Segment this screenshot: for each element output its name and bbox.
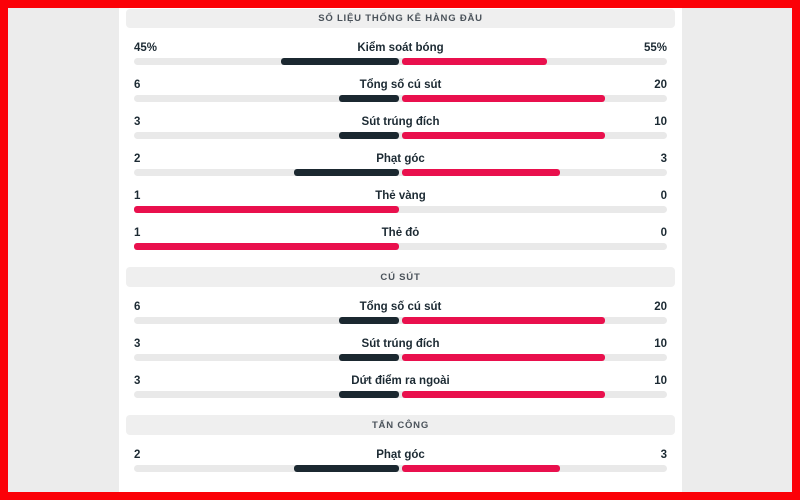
stat-bar-track — [134, 132, 667, 139]
left-team-bar — [134, 206, 399, 213]
left-team-value: 6 — [134, 301, 141, 313]
right-team-bar — [402, 58, 548, 65]
left-team-value: 2 — [134, 449, 141, 461]
stat-line: 2 Phạt góc 3 — [134, 152, 667, 165]
left-team-bar — [339, 132, 399, 139]
left-team-value: 45% — [134, 42, 158, 54]
stat-bar-track — [134, 206, 667, 213]
right-team-value: 10 — [654, 338, 667, 350]
left-team-bar — [280, 58, 399, 65]
section-title: TẤN CÔNG — [371, 419, 430, 431]
match-statistics-card: SỐ LIỆU THỐNG KÊ HÀNG ĐẦU 45% Kiểm soát … — [119, 8, 682, 492]
stat-label: Phạt góc — [376, 449, 425, 461]
left-team-bar — [339, 391, 399, 398]
stat-label: Kiểm soát bóng — [357, 42, 444, 54]
stat-bar-track — [134, 391, 667, 398]
stats-sections: SỐ LIỆU THỐNG KÊ HÀNG ĐẦU 45% Kiểm soát … — [119, 9, 682, 472]
right-team-bar — [402, 132, 606, 139]
stat-line: 1 Thẻ vàng 0 — [134, 189, 667, 202]
stat-bar-track — [134, 95, 667, 102]
left-team-bar — [339, 317, 399, 324]
stat-line: 3 Sút trúng đích 10 — [134, 337, 667, 350]
stat-label: Thẻ đỏ — [381, 227, 420, 239]
stat-label: Sút trúng đích — [361, 116, 440, 128]
stat-line: 6 Tổng số cú sút 20 — [134, 78, 667, 91]
section-rows: 2 Phạt góc 3 — [119, 448, 682, 472]
right-team-bar — [402, 317, 606, 324]
left-team-value: 3 — [134, 338, 141, 350]
right-team-value: 0 — [660, 227, 667, 239]
stats-section: CÚ SÚT 6 Tổng số cú sút 20 3 Sút trúng đ… — [119, 267, 682, 398]
stat-line: 45% Kiểm soát bóng 55% — [134, 41, 667, 54]
left-team-value: 2 — [134, 153, 141, 165]
stat-bar-track — [134, 317, 667, 324]
stat-label: Sút trúng đích — [361, 338, 440, 350]
stat-line: 6 Tổng số cú sút 20 — [134, 300, 667, 313]
stat-row: 6 Tổng số cú sút 20 — [134, 300, 667, 324]
section-header: TẤN CÔNG — [126, 415, 675, 435]
right-team-value: 20 — [654, 79, 667, 91]
stat-bar-track — [134, 354, 667, 361]
stat-bar-track — [134, 169, 667, 176]
stat-bar-track — [134, 58, 667, 65]
stat-row: 2 Phạt góc 3 — [134, 448, 667, 472]
stat-row: 1 Thẻ vàng 0 — [134, 189, 667, 213]
left-team-value: 1 — [134, 190, 141, 202]
stat-bar-track — [134, 243, 667, 250]
section-header: SỐ LIỆU THỐNG KÊ HÀNG ĐẦU — [126, 9, 675, 28]
stat-label: Dứt điểm ra ngoài — [351, 375, 450, 387]
stat-row: 45% Kiểm soát bóng 55% — [134, 41, 667, 65]
right-team-bar — [402, 465, 561, 472]
left-team-value: 3 — [134, 116, 141, 128]
stat-bar-track — [134, 465, 667, 472]
stat-row: 3 Sút trúng đích 10 — [134, 115, 667, 139]
stat-label: Thẻ vàng — [375, 190, 426, 202]
section-title: CÚ SÚT — [380, 271, 421, 283]
right-team-value: 3 — [660, 449, 667, 461]
stat-line: 1 Thẻ đỏ 0 — [134, 226, 667, 239]
stat-label: Tổng số cú sút — [359, 79, 442, 91]
stats-section: SỐ LIỆU THỐNG KÊ HÀNG ĐẦU 45% Kiểm soát … — [119, 9, 682, 250]
section-rows: 6 Tổng số cú sút 20 3 Sút trúng đích 10 … — [119, 300, 682, 398]
right-team-bar — [402, 391, 606, 398]
stat-line: 3 Sút trúng đích 10 — [134, 115, 667, 128]
stat-row: 3 Sút trúng đích 10 — [134, 337, 667, 361]
left-team-bar — [134, 243, 399, 250]
left-team-bar — [339, 95, 399, 102]
left-team-value: 6 — [134, 79, 141, 91]
left-team-value: 1 — [134, 227, 141, 239]
section-header: CÚ SÚT — [126, 267, 675, 287]
right-team-value: 10 — [654, 375, 667, 387]
stat-row: 1 Thẻ đỏ 0 — [134, 226, 667, 250]
section-title: SỐ LIỆU THỐNG KÊ HÀNG ĐẦU — [318, 13, 483, 24]
stat-line: 2 Phạt góc 3 — [134, 448, 667, 461]
stat-label: Tổng số cú sút — [359, 301, 442, 313]
stat-row: 6 Tổng số cú sút 20 — [134, 78, 667, 102]
left-team-bar — [293, 169, 399, 176]
section-rows: 45% Kiểm soát bóng 55% 6 Tổng số cú sút … — [119, 41, 682, 250]
stat-label: Phạt góc — [376, 153, 425, 165]
stat-row: 3 Dứt điểm ra ngoài 10 — [134, 374, 667, 398]
stat-line: 3 Dứt điểm ra ngoài 10 — [134, 374, 667, 387]
right-team-value: 3 — [660, 153, 667, 165]
right-team-bar — [402, 95, 606, 102]
right-team-value: 0 — [660, 190, 667, 202]
stats-section: TẤN CÔNG 2 Phạt góc 3 — [119, 415, 682, 472]
stat-row: 2 Phạt góc 3 — [134, 152, 667, 176]
left-team-bar — [339, 354, 399, 361]
right-team-bar — [402, 354, 606, 361]
left-team-value: 3 — [134, 375, 141, 387]
right-team-value: 20 — [654, 301, 667, 313]
right-team-value: 55% — [643, 42, 667, 54]
right-team-bar — [402, 169, 561, 176]
left-team-bar — [293, 465, 399, 472]
right-team-value: 10 — [654, 116, 667, 128]
